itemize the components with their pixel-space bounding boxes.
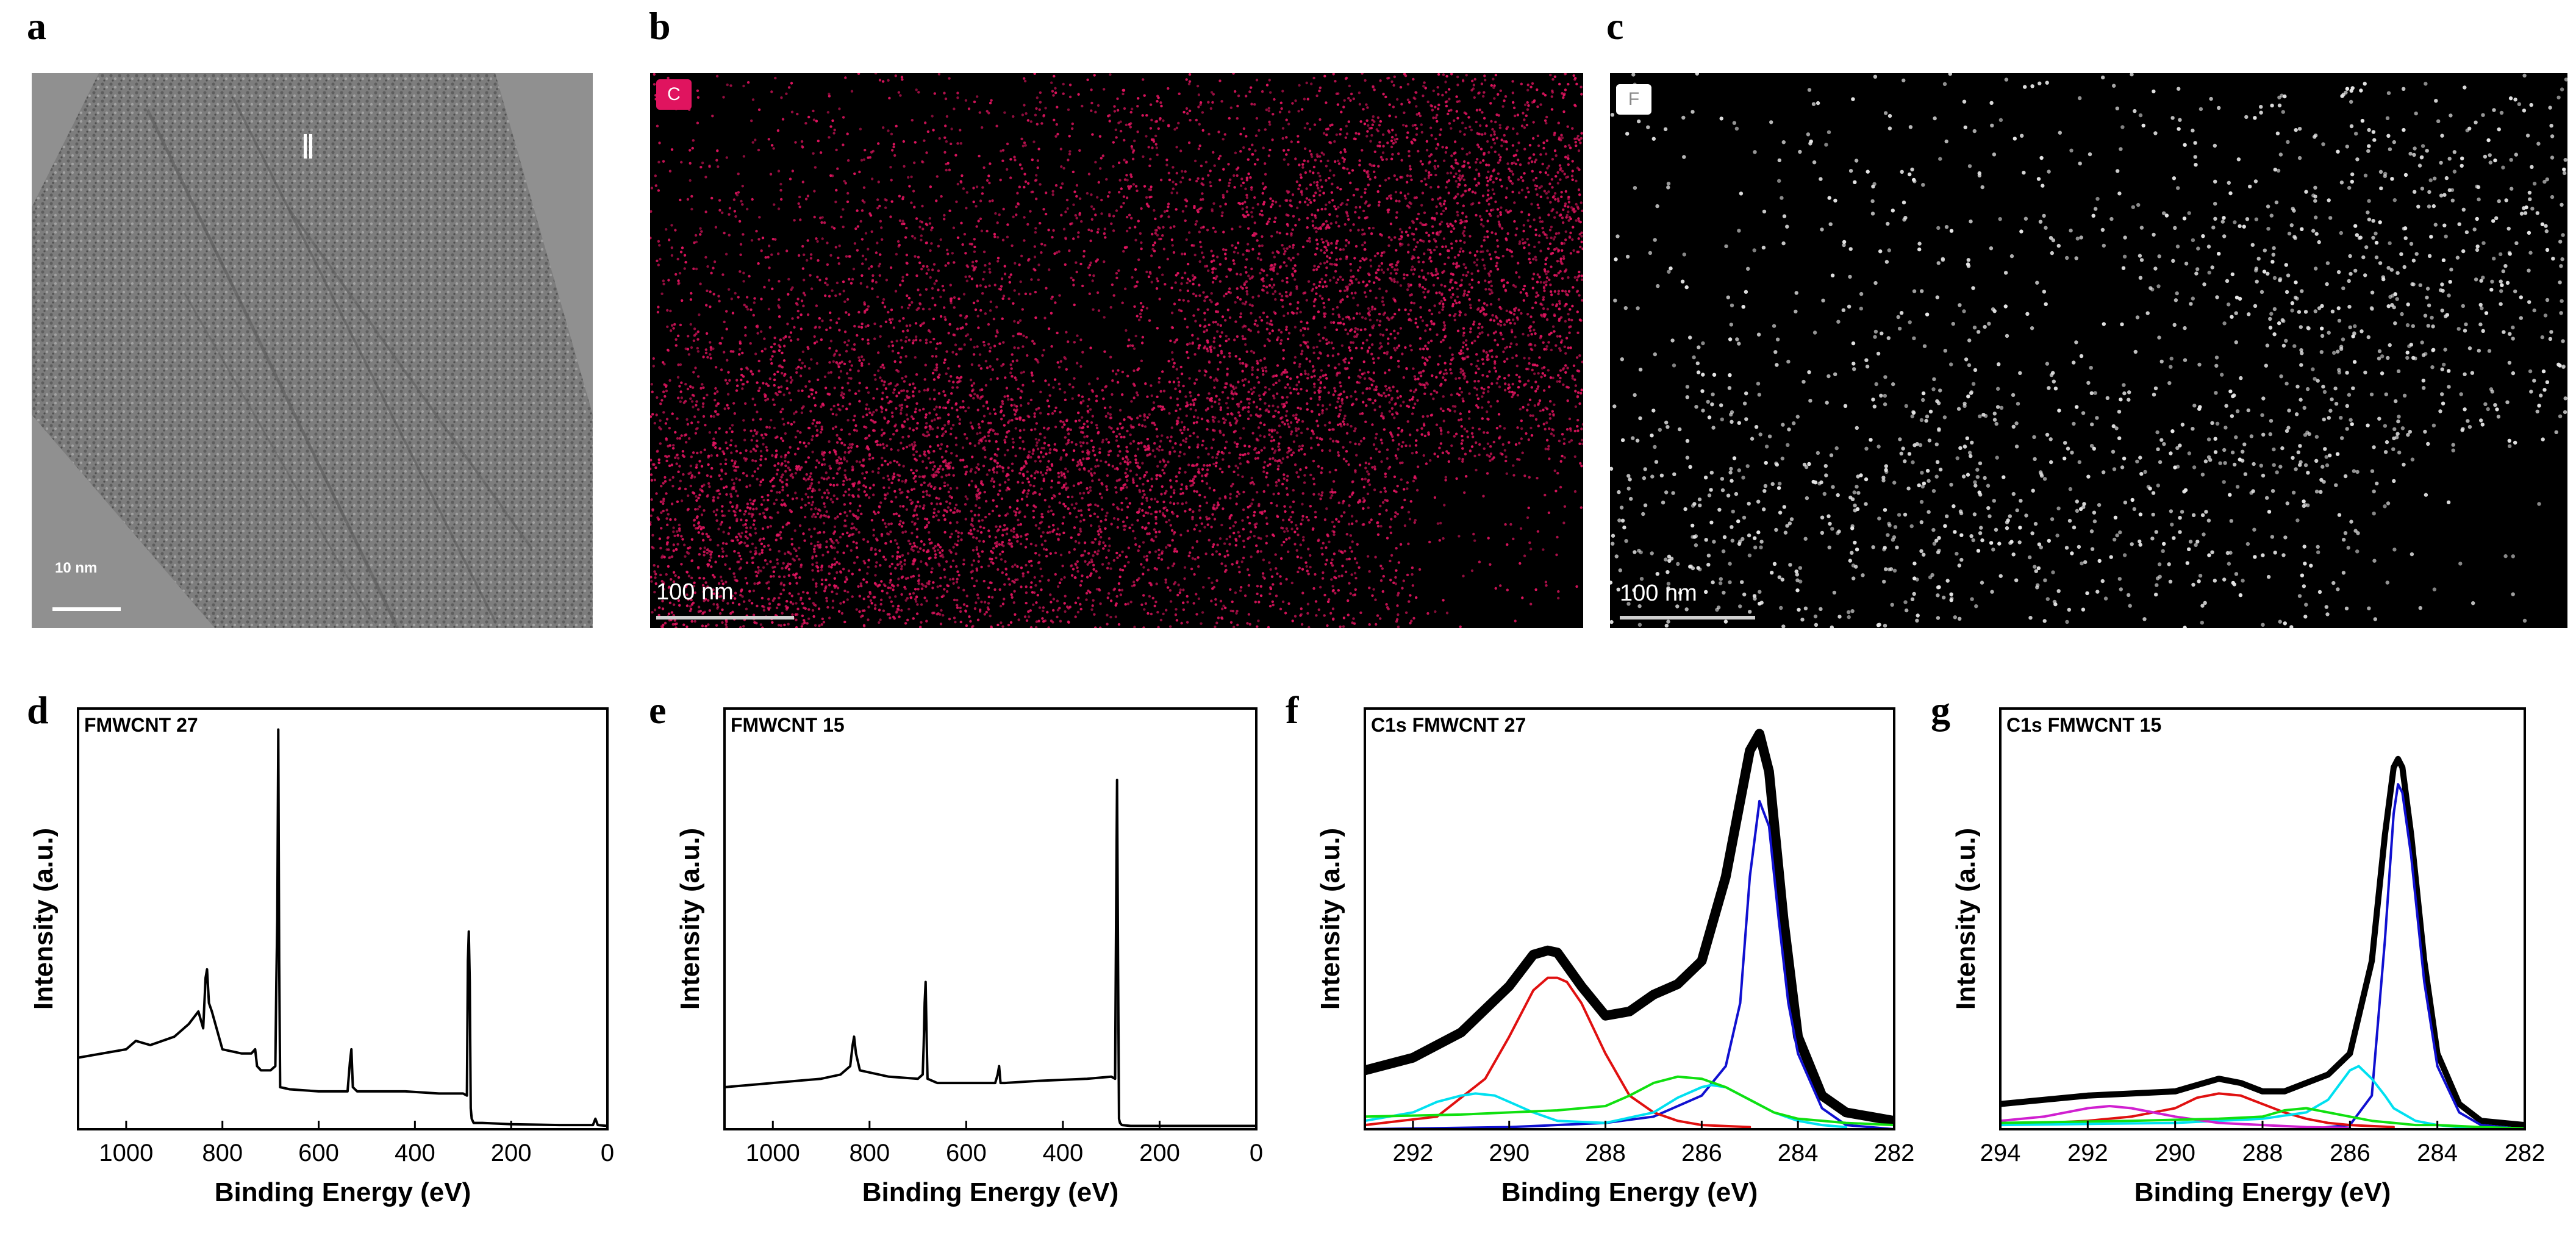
x-tick-label-d-5: 0 [601, 1140, 614, 1166]
eds-map-carbon: C 100 nm [650, 73, 1583, 628]
series-line-g-1 [2000, 783, 2525, 1129]
plot-frame-d [77, 707, 609, 1130]
y-axis-label-d: Intensity (a.u.) [29, 828, 59, 1010]
x-tick-label-f-1: 290 [1489, 1140, 1530, 1166]
series-line-g-2 [2000, 1092, 2395, 1129]
series-line-f-1 [1365, 799, 1894, 1129]
scale-label-b: 100 nm [656, 579, 734, 605]
series-line-f-2 [1365, 976, 1751, 1129]
x-tick-label-f-5: 282 [1874, 1140, 1915, 1166]
series-line-g-4 [2000, 1105, 2352, 1129]
chart-title-e: FMWCNT 15 [731, 714, 845, 736]
panel-letter-a: a [27, 4, 46, 48]
x-axis-label-d: Binding Energy (eV) [215, 1177, 471, 1207]
eds-map-fluorine: F 100 nm [1610, 73, 2567, 628]
x-tick-label-g-2: 290 [2155, 1140, 2195, 1166]
x-tick-label-d-1: 800 [202, 1140, 243, 1166]
x-tick-label-g-0: 294 [1980, 1140, 2021, 1166]
plot-frame-f [1364, 707, 1895, 1130]
scale-bar-a [52, 607, 121, 611]
x-tick-label-g-6: 282 [2505, 1140, 2546, 1166]
x-tick-label-g-4: 286 [2330, 1140, 2370, 1166]
x-axis-label-e: Binding Energy (eV) [862, 1177, 1118, 1207]
series-line-f-0 [1365, 729, 1894, 1126]
chart-survey-fmwcnt15: FMWCNT 15 1000 800 600 400 200 0 Binding Energy… [675, 707, 1263, 1207]
panel-letter-f: f [1286, 688, 1299, 732]
x-tick-label-d-0: 1000 [99, 1140, 153, 1166]
x-axis-label-g: Binding Energy (eV) [2134, 1177, 2391, 1207]
y-axis-label-g: Intensity (a.u.) [1951, 828, 1981, 1010]
x-tick-label-d-3: 400 [395, 1140, 435, 1166]
tem-image-canvas [32, 73, 593, 628]
x-tick-label-e-0: 1000 [746, 1140, 800, 1166]
x-tick-label-f-4: 284 [1778, 1140, 1819, 1166]
y-axis-label-e: Intensity (a.u.) [675, 828, 705, 1010]
x-tick-label-f-2: 288 [1585, 1140, 1626, 1166]
x-tick-label-g-1: 292 [2067, 1140, 2108, 1166]
x-tick-label-f-3: 286 [1681, 1140, 1722, 1166]
chart-c1s-fmwcnt15: C1s FMWCNT 15 294 292 290 288 286 284 282 Bindin… [1951, 707, 2546, 1207]
chart-title-d: FMWCNT 27 [84, 714, 198, 736]
element-badge-carbon: C [656, 79, 692, 110]
panel-letter-g: g [1931, 688, 1950, 732]
panel-letter-b: b [649, 4, 671, 48]
chart-survey-fmwcnt27: FMWCNT 27 1000 800 600 400 200 0 Binding Energy… [29, 707, 614, 1207]
scale-bar-c [1620, 616, 1755, 620]
x-tick-label-e-5: 0 [1250, 1140, 1263, 1166]
chart-c1s-fmwcnt27: C1s FMWCNT 27 292 290 288 286 284 282 Binding E… [1315, 707, 1915, 1207]
eds-dots [1610, 73, 2567, 628]
eds-map-fluorine-canvas [1610, 73, 2567, 628]
x-tick-label-g-3: 288 [2242, 1140, 2283, 1166]
scale-label-c: 100 nm [1620, 580, 1697, 606]
series-line-d-0 [78, 728, 607, 1127]
chart-title-g: C1s FMWCNT 15 [2006, 714, 2161, 736]
x-tick-label-d-4: 200 [491, 1140, 532, 1166]
eds-map-carbon-canvas [650, 73, 1583, 628]
element-badge-fluorine: F [1616, 84, 1651, 115]
scale-bar-b [656, 616, 794, 620]
plot-frame-e [723, 707, 1258, 1130]
chart-title-f: C1s FMWCNT 27 [1371, 714, 1526, 736]
series-line-g-5 [2000, 1107, 2525, 1129]
scale-label-a: 10 nm [55, 560, 98, 576]
eds-dots [650, 73, 1583, 628]
tem-image: 10 nm [32, 73, 593, 628]
x-tick-label-e-4: 200 [1139, 1140, 1180, 1166]
series-line-f-4 [1365, 1075, 1894, 1127]
series-line-g-3 [2000, 1065, 2483, 1129]
x-tick-label-f-0: 292 [1393, 1140, 1434, 1166]
x-tick-label-g-5: 284 [2417, 1140, 2458, 1166]
panel-letter-c: c [1606, 4, 1624, 48]
series-line-e-0 [724, 779, 1256, 1127]
panel-letter-e: e [649, 688, 667, 732]
series-line-g-0 [2000, 755, 2525, 1129]
x-tick-label-d-2: 600 [298, 1140, 339, 1166]
y-axis-label-f: Intensity (a.u.) [1315, 828, 1345, 1010]
x-tick-label-e-2: 600 [946, 1140, 987, 1166]
panel-letter-d: d [27, 688, 49, 732]
x-tick-label-e-1: 800 [849, 1140, 890, 1166]
x-tick-label-e-3: 400 [1043, 1140, 1084, 1166]
x-axis-label-f: Binding Energy (eV) [1501, 1177, 1758, 1207]
